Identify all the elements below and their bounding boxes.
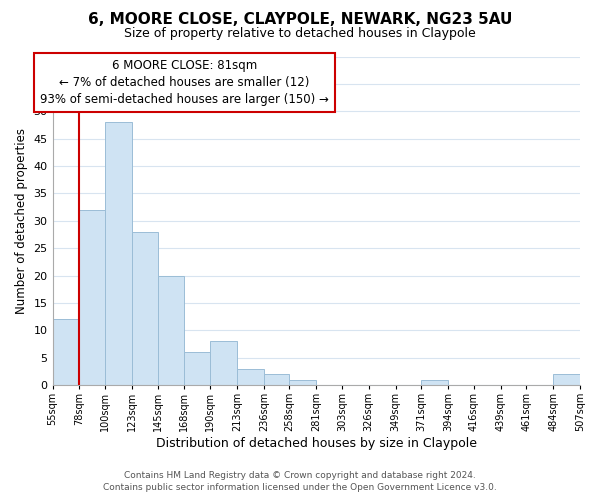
Bar	[553, 374, 580, 385]
Bar	[53, 320, 79, 385]
Bar	[421, 380, 448, 385]
Y-axis label: Number of detached properties: Number of detached properties	[15, 128, 28, 314]
Bar	[132, 232, 158, 385]
Text: 6, MOORE CLOSE, CLAYPOLE, NEWARK, NG23 5AU: 6, MOORE CLOSE, CLAYPOLE, NEWARK, NG23 5…	[88, 12, 512, 28]
Bar	[105, 122, 132, 385]
Bar	[264, 374, 289, 385]
Bar	[237, 368, 264, 385]
Text: Size of property relative to detached houses in Claypole: Size of property relative to detached ho…	[124, 28, 476, 40]
Bar	[79, 210, 105, 385]
Bar	[289, 380, 316, 385]
Bar	[184, 352, 210, 385]
Bar	[158, 276, 184, 385]
Text: Contains HM Land Registry data © Crown copyright and database right 2024.
Contai: Contains HM Land Registry data © Crown c…	[103, 471, 497, 492]
Bar	[210, 342, 237, 385]
X-axis label: Distribution of detached houses by size in Claypole: Distribution of detached houses by size …	[156, 437, 477, 450]
Text: 6 MOORE CLOSE: 81sqm
← 7% of detached houses are smaller (12)
93% of semi-detach: 6 MOORE CLOSE: 81sqm ← 7% of detached ho…	[40, 59, 329, 106]
